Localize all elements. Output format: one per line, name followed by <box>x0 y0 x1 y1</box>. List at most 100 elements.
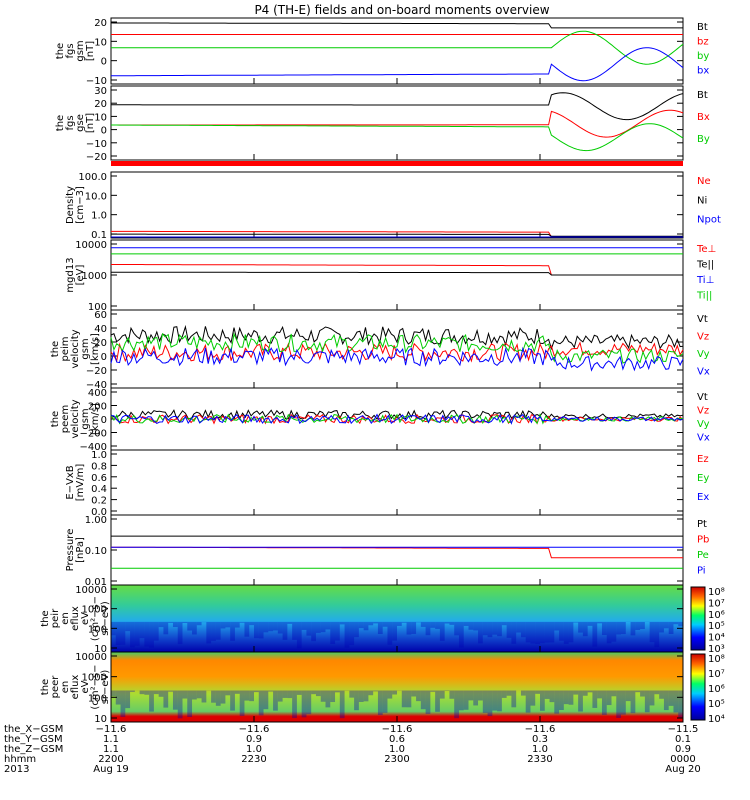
heatmap-cell <box>516 621 521 633</box>
legend-label: Pe <box>697 550 709 561</box>
heatmap-cell <box>301 621 307 630</box>
y-tick-label: 10000 <box>75 652 107 663</box>
heatmap-cell <box>368 690 374 696</box>
y-tick-label: 30 <box>94 86 107 97</box>
heatmap-cell <box>549 621 555 643</box>
colorbar-tick-label: 10³ <box>708 644 725 655</box>
heatmap-cell <box>344 621 350 648</box>
heatmap-cell <box>673 621 679 625</box>
heatmap-cell <box>335 621 340 641</box>
y-tick-label: 0 <box>101 415 107 426</box>
y-tick-label: −10 <box>86 139 107 150</box>
x-axis-value: 1.0 <box>389 744 405 755</box>
heatmap-cell <box>273 690 278 711</box>
x-axis-value: −11.6 <box>382 724 413 735</box>
heatmap-cell <box>201 690 207 703</box>
heatmap-cell <box>401 690 407 708</box>
y-tick-label: −20 <box>86 152 107 163</box>
heatmap-cell <box>621 690 626 715</box>
series-line-Vy <box>110 332 684 364</box>
heatmap-cell <box>540 621 545 644</box>
heatmap-cell <box>406 621 412 635</box>
y-tick-label: −200 <box>80 429 107 440</box>
x-axis-value: 1.1 <box>103 744 119 755</box>
heatmap-cell <box>554 621 560 631</box>
heatmap-cell <box>578 690 583 712</box>
heatmap-cell <box>263 690 269 710</box>
y-tick-label: −40 <box>86 380 107 391</box>
legend-label: Ex <box>697 492 709 503</box>
y-tick-label: 0.0 <box>91 507 107 518</box>
heatmap-cell <box>149 690 154 712</box>
heatmap-cell <box>582 690 588 696</box>
heatmap-cell <box>597 690 602 699</box>
heatmap-cell <box>520 621 526 638</box>
heatmap-cell <box>659 621 664 633</box>
heatmap-cell <box>678 621 683 627</box>
heatmap-cell <box>130 690 135 692</box>
legend-label: Vt <box>697 314 708 325</box>
heatmap-cell <box>172 690 178 710</box>
heatmap-cell <box>325 690 331 708</box>
legend-label: Vz <box>697 332 709 343</box>
legend-label: By <box>697 134 710 145</box>
y-tick-label: 100 <box>88 693 107 704</box>
heatmap-cell <box>172 621 178 628</box>
legend-label: by <box>697 51 709 62</box>
series-line-Bt <box>110 22 683 29</box>
heatmap-cell <box>296 690 302 695</box>
legend-label: Vz <box>697 406 709 417</box>
heatmap-cell <box>544 621 550 643</box>
heatmap-cell <box>153 690 159 695</box>
panel-6: 400 200 0 −200 −400 thepeemvelocitygsm[km/s] V… <box>50 387 710 453</box>
heatmap-cell <box>377 690 383 716</box>
heatmap-cell <box>616 690 622 718</box>
heatmap-cell <box>506 621 512 638</box>
colorbar-tick-label: 10⁸ <box>708 587 725 598</box>
heatmap-cell <box>663 690 669 711</box>
heatmap-cell <box>182 621 188 623</box>
heatmap-cell <box>215 690 221 706</box>
heatmap-cell <box>220 690 226 704</box>
heatmap-cell <box>282 690 288 698</box>
colorbar-tick-label: 10⁷ <box>708 598 725 609</box>
heatmap-cell <box>292 621 297 640</box>
legend-label: Ti|| <box>696 291 712 302</box>
heatmap-cell <box>239 690 245 716</box>
heatmap-cell <box>573 621 579 623</box>
heatmap-cell <box>163 690 169 708</box>
heatmap-cell <box>635 621 641 630</box>
heatmap-cell <box>139 621 145 639</box>
y-axis-label: thepeerenefluxeV(cm²−s−sr−eV) <box>40 664 111 709</box>
heatmap-cell <box>501 621 507 626</box>
heatmap-spectrogram <box>111 585 683 652</box>
heatmap-cell <box>287 621 293 624</box>
heatmap-cell <box>468 690 474 701</box>
heatmap-cell <box>168 621 173 623</box>
y-tick-label: −400 <box>80 442 107 453</box>
heatmap-cell <box>497 621 502 637</box>
y-axis-label: Pressure[nPa] <box>65 529 86 572</box>
heatmap-cell <box>482 690 488 713</box>
heatmap-cell <box>530 690 536 706</box>
heatmap-cell <box>458 621 464 648</box>
x-axis-value: 1.0 <box>532 744 548 755</box>
data-gap-bar <box>111 161 683 166</box>
heatmap-cell <box>430 621 436 628</box>
y-axis-label: Density[cm−3] <box>65 186 86 224</box>
heatmap-cell <box>497 690 502 712</box>
heatmap-cell <box>368 621 374 626</box>
heatmap-cell <box>592 690 598 708</box>
y-tick-label: 10 <box>94 37 107 48</box>
panel-1: 20 10 0 −10 thefgsgsm[nT] Bt bz by bx <box>55 17 709 87</box>
heatmap-cell <box>363 690 369 702</box>
heatmap-cell <box>315 621 321 633</box>
x-axis-value: −11.6 <box>239 724 270 735</box>
heatmap-cell <box>296 621 302 649</box>
heatmap-cell <box>139 690 145 695</box>
figure-title: P4 (TH-E) fields and on-board moments ov… <box>254 3 549 17</box>
heatmap-cell <box>192 621 197 635</box>
panel-5: 60 40 20 0 −20 −40 thepeimvelocitygsm[km/s] Vt V… <box>50 309 710 391</box>
heatmap-cell <box>411 621 417 634</box>
series-line-Ni <box>111 233 683 237</box>
